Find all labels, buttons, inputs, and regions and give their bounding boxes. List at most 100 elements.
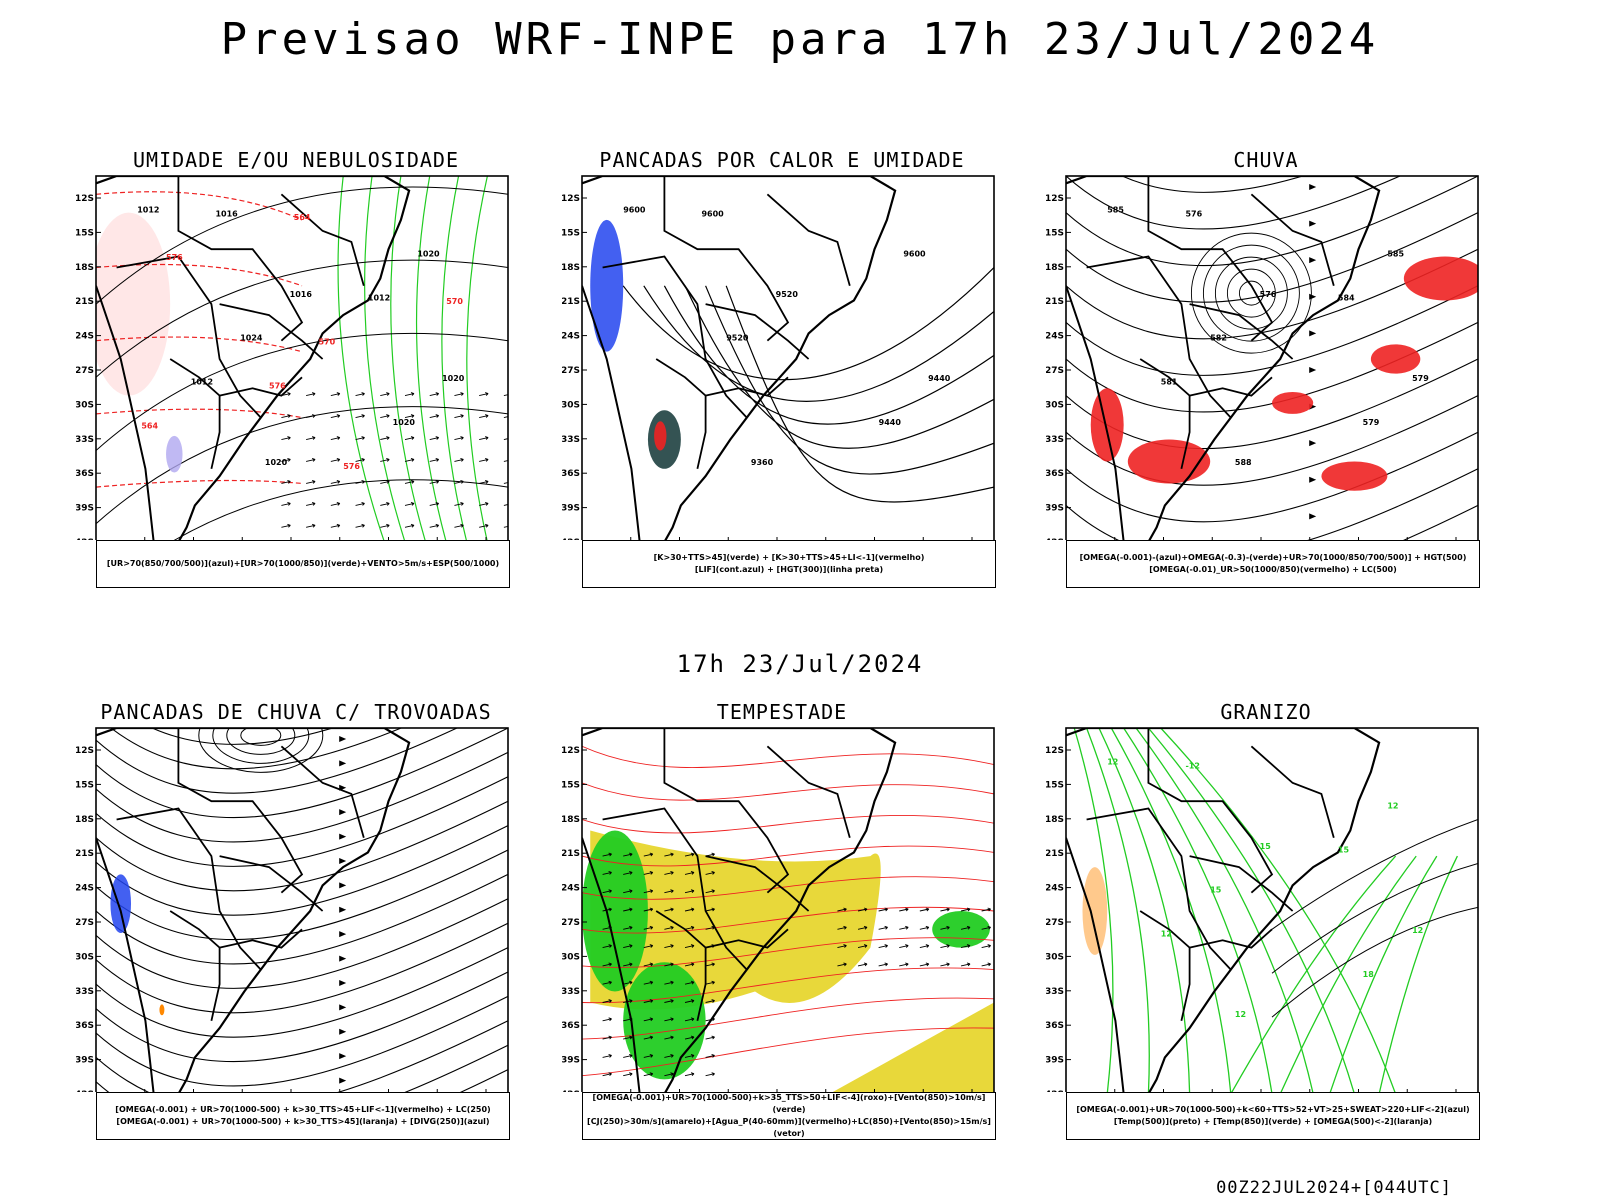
contour-line bbox=[173, 479, 508, 540]
wind-vector bbox=[643, 962, 654, 967]
wind-vector bbox=[643, 1017, 654, 1022]
coastline bbox=[582, 728, 897, 1092]
lat-label: 39S bbox=[1046, 1056, 1064, 1066]
wind-vector bbox=[602, 1053, 612, 1058]
wind-vector bbox=[623, 1053, 633, 1058]
state-border bbox=[602, 255, 748, 419]
map-frame bbox=[581, 727, 995, 1092]
wind-vector bbox=[404, 501, 415, 506]
map-content: 12 15 12 12 12 15 18 -12 15 12 bbox=[1066, 728, 1478, 1092]
rain-area bbox=[1403, 256, 1478, 301]
rain-area bbox=[1090, 388, 1124, 462]
lat-label: 39S bbox=[76, 504, 94, 514]
wind-vector bbox=[664, 870, 674, 875]
contour-label: 9600 bbox=[701, 209, 724, 218]
wind-vector bbox=[857, 962, 868, 967]
lat-label: 15S bbox=[1046, 228, 1064, 238]
state-border bbox=[1189, 376, 1273, 397]
wind-vector bbox=[404, 436, 415, 440]
contour-label: 570 bbox=[318, 337, 335, 346]
wind-vector bbox=[940, 962, 950, 967]
wind-vector bbox=[705, 962, 715, 967]
wind-vector bbox=[380, 480, 390, 484]
wind-vector bbox=[306, 392, 316, 397]
wind-vector bbox=[602, 962, 612, 967]
lat-label: 12S bbox=[562, 194, 580, 204]
state-border bbox=[177, 176, 304, 342]
state-border bbox=[219, 855, 324, 912]
wind-vector bbox=[940, 925, 950, 930]
lat-label: 39S bbox=[562, 504, 580, 514]
circulation-ring bbox=[1238, 280, 1264, 306]
state-border bbox=[1189, 928, 1273, 949]
wind-vector bbox=[643, 999, 654, 1003]
lat-label: 30S bbox=[1046, 400, 1064, 410]
temp-850-contour bbox=[1160, 728, 1396, 1092]
wind-vector bbox=[454, 436, 464, 440]
wind-vector bbox=[404, 480, 415, 484]
humidity-contour-green bbox=[466, 176, 488, 540]
map-content bbox=[96, 728, 508, 1092]
streamline-arrow bbox=[1309, 183, 1317, 190]
wind-vector bbox=[380, 523, 390, 528]
temp-500-contour bbox=[1271, 906, 1478, 1018]
wind-vector bbox=[623, 870, 633, 875]
lat-label: 21S bbox=[1046, 297, 1064, 307]
panel-tempestade: 12S15S18S21S24S27S30S33S36S39S42S70W65W6… bbox=[562, 700, 1002, 1170]
streamline bbox=[96, 971, 508, 1063]
wind-vector bbox=[899, 944, 909, 949]
wind-vector bbox=[503, 416, 508, 418]
wind-vector bbox=[404, 523, 415, 528]
legend-line: [OMEGA(-0.001) + UR>70(1000-500) + k>30_… bbox=[115, 1105, 491, 1114]
map-canvas: 585 576 579 588 585 582 579 576 584 581 12S 15S 18S 2… bbox=[1046, 175, 1479, 540]
wind-vector bbox=[404, 414, 415, 418]
streamline-850 bbox=[582, 937, 994, 968]
map-canvas: 12S15S18S21S24S27S30S33S36S39S42S70W65W6… bbox=[562, 727, 995, 1092]
wind-vector bbox=[981, 907, 991, 912]
wind-vector bbox=[330, 480, 341, 484]
wind-vector bbox=[981, 944, 991, 949]
streamline-850 bbox=[582, 906, 994, 934]
wind-vector bbox=[330, 436, 341, 440]
wind-vector bbox=[355, 436, 365, 440]
wind-vector bbox=[404, 392, 415, 397]
wind-vector bbox=[960, 925, 971, 930]
wind-vector bbox=[623, 907, 633, 912]
temp-850-contour bbox=[1378, 855, 1458, 1092]
streamline-arrow bbox=[1309, 513, 1317, 520]
wind-vector bbox=[643, 870, 654, 875]
thickness-contour-red bbox=[96, 191, 303, 221]
lat-label: 15S bbox=[562, 228, 580, 238]
streamline bbox=[1066, 468, 1478, 540]
hgt-contour bbox=[663, 285, 994, 425]
legend-line: [OMEGA(-0.01)_UR>50(1000/850)(vermelho) … bbox=[1149, 565, 1397, 574]
lat-label: 21S bbox=[562, 849, 580, 859]
lat-label: 21S bbox=[76, 297, 94, 307]
wind-vector bbox=[623, 980, 633, 985]
state-border bbox=[602, 807, 748, 971]
omega-orange-area bbox=[1082, 867, 1108, 955]
state-border bbox=[1250, 745, 1335, 839]
lat-label: 18S bbox=[76, 815, 94, 825]
streamline-850 bbox=[582, 1027, 994, 1077]
wind-vector bbox=[623, 852, 633, 857]
wind-850-area bbox=[623, 962, 706, 1080]
streamline bbox=[96, 825, 508, 916]
streamline bbox=[96, 873, 508, 965]
wind-vector bbox=[940, 907, 950, 912]
wind-vector bbox=[623, 944, 633, 949]
wind-vector bbox=[602, 1017, 612, 1022]
wind-vector bbox=[306, 458, 316, 462]
wind-vector bbox=[919, 962, 930, 967]
wind-vector bbox=[684, 925, 695, 930]
temp-850-contour bbox=[1110, 728, 1232, 1092]
lat-label: 36S bbox=[1046, 469, 1064, 479]
wind-vector bbox=[837, 962, 847, 967]
humidity-contour-green bbox=[390, 176, 426, 540]
lat-label: 39S bbox=[1046, 504, 1064, 514]
main-title: Previsao WRF-INPE para 17h 23/Jul/2024 bbox=[220, 14, 1380, 65]
wind-vector bbox=[919, 944, 930, 949]
lat-label: 24S bbox=[76, 332, 94, 342]
streamline bbox=[1403, 504, 1478, 540]
wind-vector bbox=[643, 925, 654, 930]
